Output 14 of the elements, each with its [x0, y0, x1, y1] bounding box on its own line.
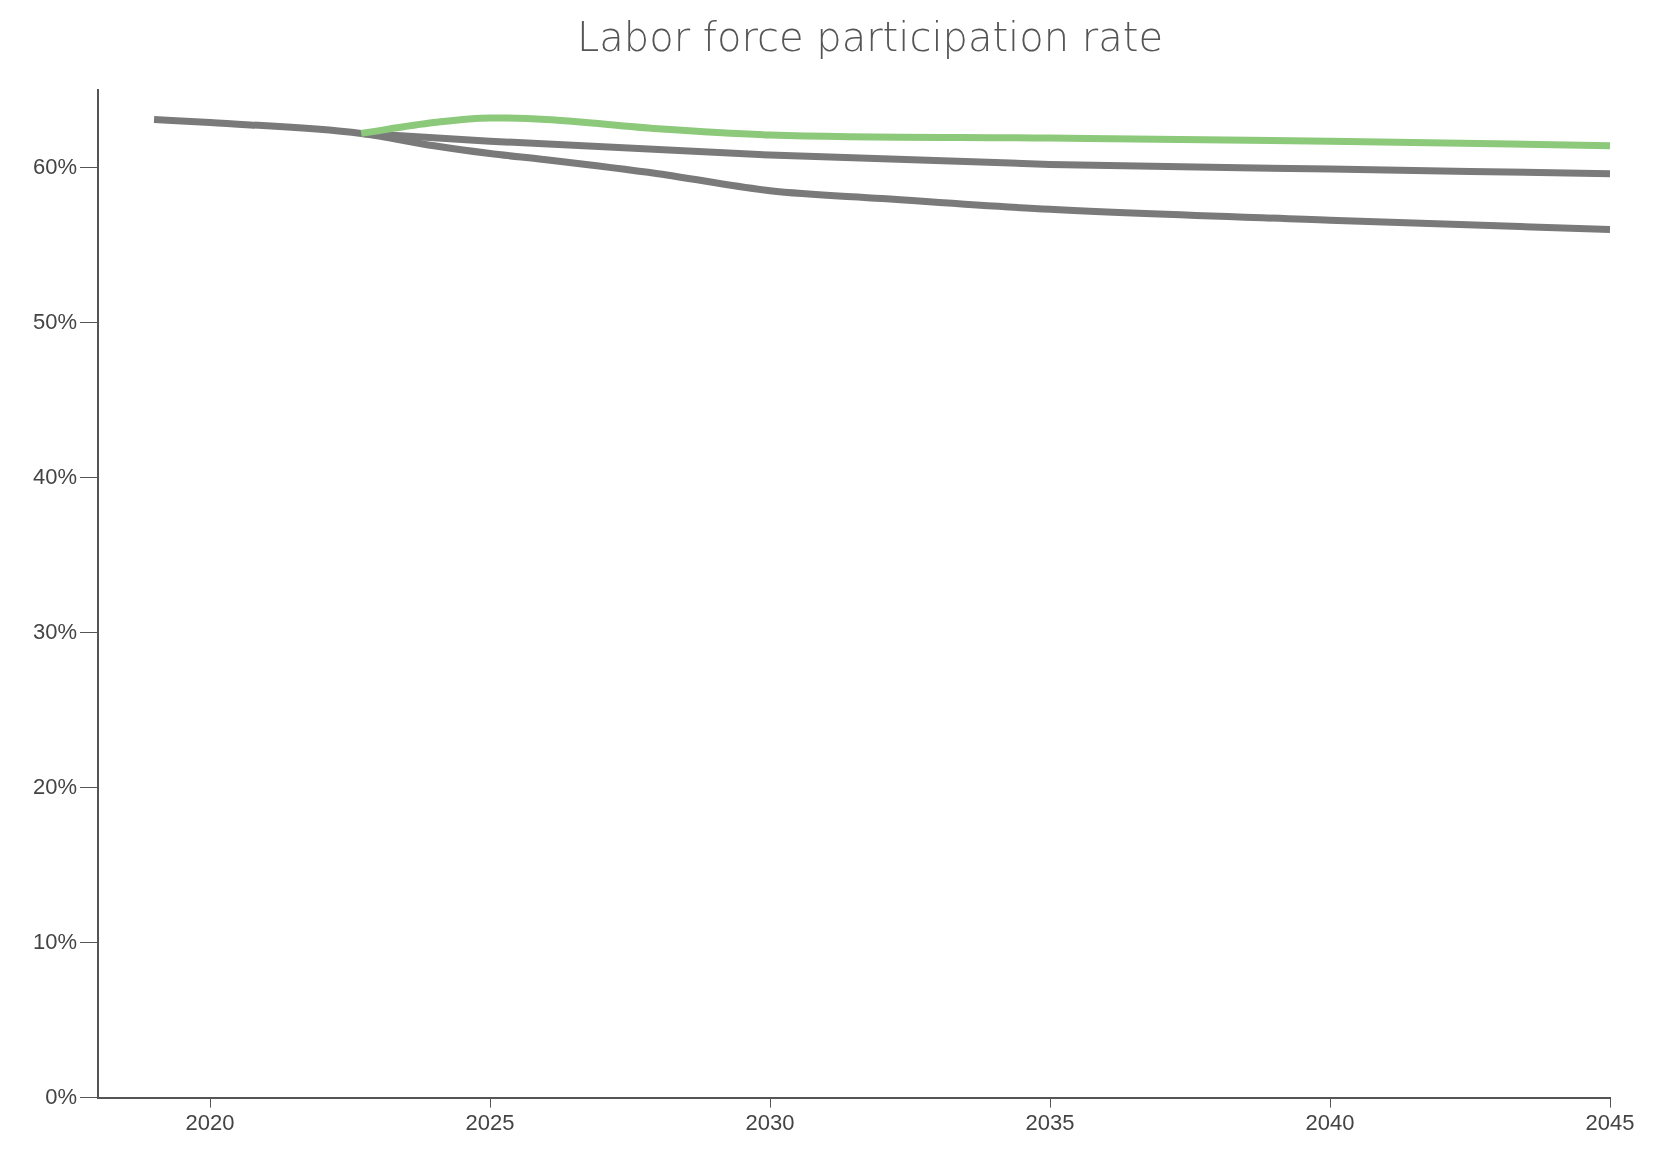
- x-tick-label: 2045: [1585, 1109, 1635, 1135]
- x-tick-label: 2025: [465, 1109, 515, 1135]
- x-tick-label: 2040: [1305, 1109, 1355, 1135]
- chart-title: Labor force participation rate: [576, 14, 1164, 60]
- y-tick-label: 50%: [32, 308, 78, 334]
- y-tick-label: 30%: [32, 618, 78, 644]
- x-tick-label: 2020: [185, 1109, 235, 1135]
- y-tick-label: 0%: [45, 1083, 78, 1109]
- y-tick-label: 20%: [32, 773, 78, 799]
- x-tick-label: 2030: [745, 1109, 795, 1135]
- y-tick-label: 60%: [32, 153, 78, 179]
- y-tick-label: 10%: [32, 928, 78, 954]
- y-tick-label: 40%: [32, 463, 78, 489]
- x-tick-label: 2035: [1025, 1109, 1075, 1135]
